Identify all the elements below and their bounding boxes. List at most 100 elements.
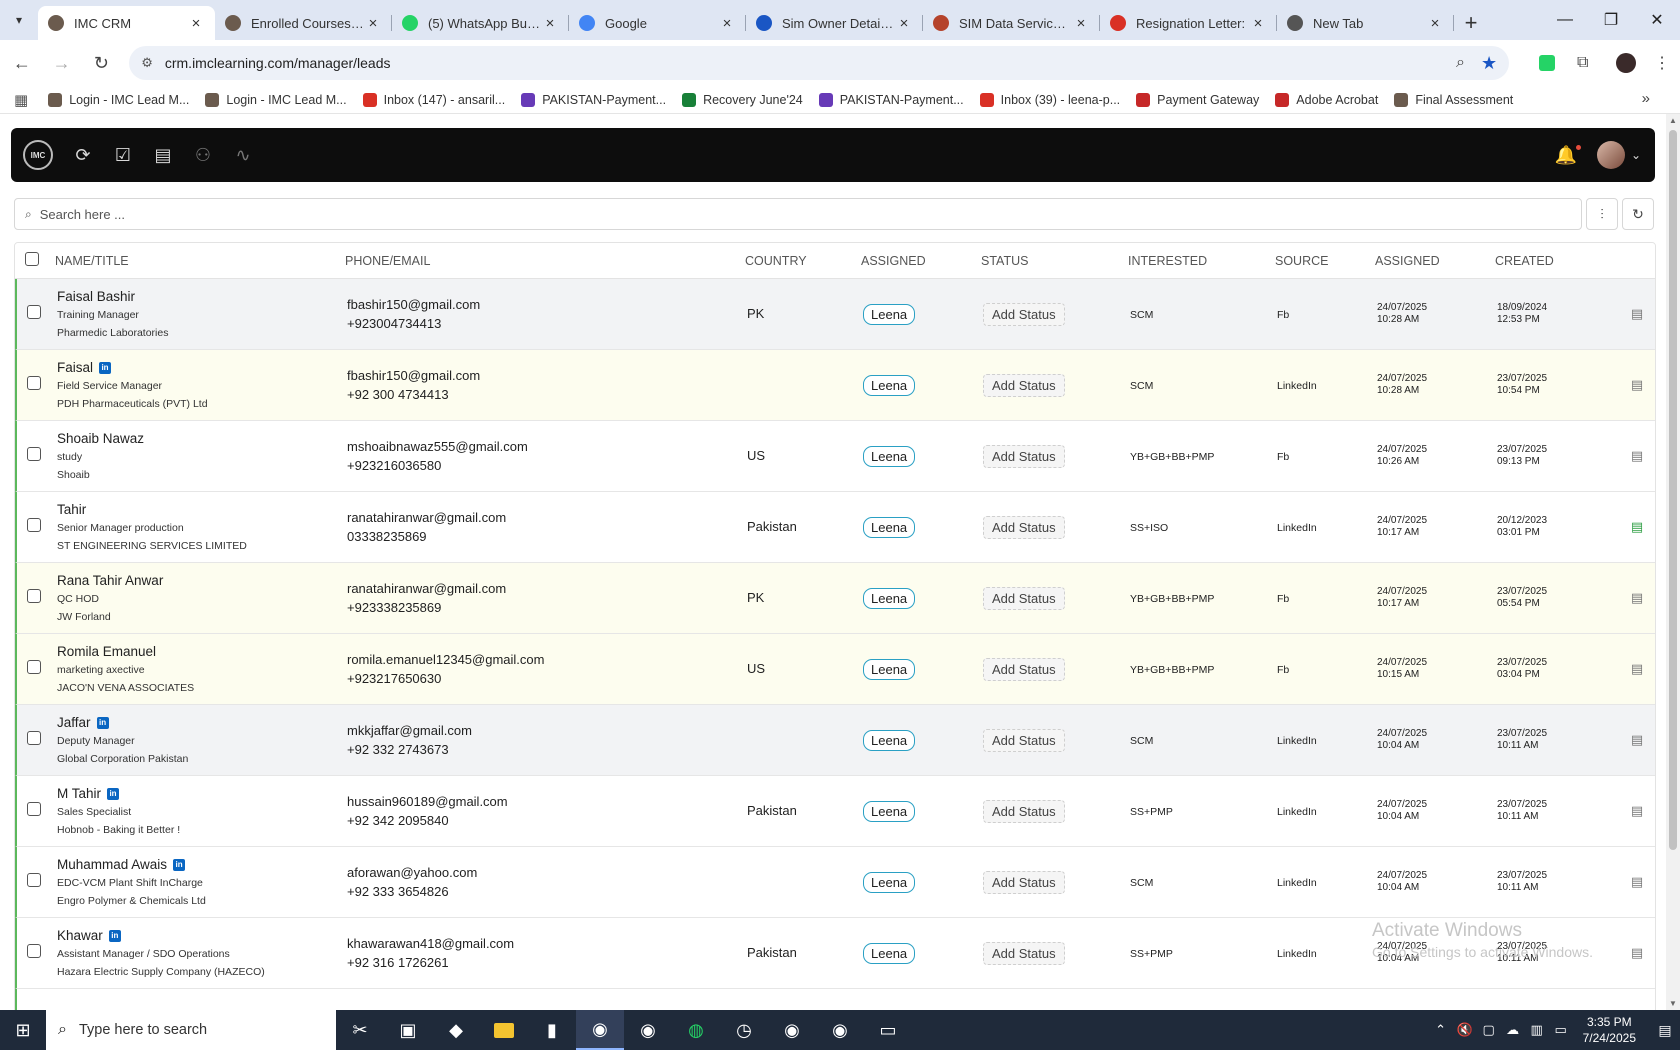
document-icon[interactable]: ▤ xyxy=(1630,803,1644,818)
add-status-button[interactable]: Add Status xyxy=(983,941,1065,965)
lead-name[interactable]: M Tahir xyxy=(57,786,102,801)
add-status-button[interactable]: Add Status xyxy=(983,728,1065,752)
browser-menu-icon[interactable]: ⋮ xyxy=(1654,55,1671,72)
table-row[interactable]: Faisal Bashir Training Manager Pharmedic L… xyxy=(15,279,1655,350)
battery-icon[interactable]: ▭ xyxy=(1554,1022,1567,1037)
row-checkbox[interactable] xyxy=(27,730,41,745)
browser-tab[interactable]: IMC CRM × xyxy=(38,6,215,40)
more-bookmarks-icon[interactable]: » xyxy=(1641,90,1650,107)
lead-name[interactable]: Tahir xyxy=(57,502,87,517)
table-row[interactable]: Muhammad Awais in EDC-VCM Plant Shift InCh… xyxy=(15,847,1655,918)
volume-icon[interactable]: 🔇 xyxy=(1456,1022,1473,1037)
bookmark-item[interactable]: PAKISTAN-Payment... xyxy=(521,92,666,107)
sync-icon[interactable]: ⟳ xyxy=(75,144,91,165)
assignee-badge[interactable]: Leena xyxy=(863,303,916,325)
document-icon[interactable]: ▤ xyxy=(1630,377,1644,392)
clippy-icon[interactable]: ✂ xyxy=(352,1019,368,1040)
col-created[interactable]: CREATED xyxy=(1495,253,1554,268)
apps-grid-icon[interactable]: ▦ xyxy=(14,91,29,109)
close-tab-icon[interactable]: × xyxy=(368,14,378,32)
col-name[interactable]: NAME/TITLE xyxy=(55,253,129,268)
close-tab-icon[interactable]: × xyxy=(899,14,909,32)
chrome-icon[interactable]: ◉ xyxy=(784,1019,800,1040)
taskbar-clock[interactable]: 3:35 PM 7/24/2025 xyxy=(1583,1014,1636,1046)
close-tab-icon[interactable]: × xyxy=(191,14,201,32)
add-status-button[interactable]: Add Status xyxy=(983,302,1065,326)
lead-name[interactable]: Faisal Bashir xyxy=(57,289,136,304)
row-checkbox[interactable] xyxy=(27,659,41,674)
close-tab-icon[interactable]: × xyxy=(1253,14,1263,32)
col-source[interactable]: SOURCE xyxy=(1275,253,1329,268)
scrollbar-thumb[interactable] xyxy=(1669,130,1677,850)
lead-name[interactable]: Muhammad Awais xyxy=(57,857,168,872)
filter-button[interactable]: ⫶ xyxy=(1586,198,1618,230)
browser-tab[interactable]: SIM Data Services | × xyxy=(923,6,1100,40)
url-text[interactable]: crm.imclearning.com/manager/leads xyxy=(164,55,391,71)
assignee-badge[interactable]: Leena xyxy=(863,729,916,751)
refresh-button[interactable]: ↻ xyxy=(1622,198,1654,230)
user-icon[interactable]: ⚇ xyxy=(194,144,212,165)
table-row[interactable]: Khawar in Assistant Manager / SDO Operatio… xyxy=(15,918,1655,989)
col-assigned[interactable]: ASSIGNED xyxy=(861,253,926,268)
document-icon[interactable]: ▤ xyxy=(1630,874,1644,889)
file-explorer-icon[interactable] xyxy=(480,1010,528,1050)
forward-button[interactable]: → xyxy=(44,45,80,81)
table-row[interactable]: Faisal in Field Service Manager PDH Pharmac… xyxy=(15,350,1655,421)
row-checkbox[interactable] xyxy=(27,375,41,390)
lead-name[interactable]: Shoaib Nawaz xyxy=(57,431,145,446)
add-status-button[interactable]: Add Status xyxy=(983,586,1065,610)
activity-icon[interactable]: ∿ xyxy=(235,144,251,165)
assignee-badge[interactable]: Leena xyxy=(863,871,916,893)
zoom-icon[interactable]: ⌕ xyxy=(1455,54,1465,71)
document-icon[interactable]: ▤ xyxy=(1630,306,1644,321)
bookmark-item[interactable]: Recovery June'24 xyxy=(682,92,803,107)
whatsapp-icon[interactable]: ◍ xyxy=(688,1019,704,1040)
bookmark-item[interactable]: Payment Gateway xyxy=(1136,92,1259,107)
add-status-button[interactable]: Add Status xyxy=(983,870,1065,894)
close-tab-icon[interactable]: × xyxy=(545,14,555,32)
close-tab-icon[interactable]: × xyxy=(1430,14,1440,32)
table-row[interactable]: Shoaib Nawaz study Shoaib mshoaibnawaz555@g… xyxy=(15,421,1655,492)
lead-name[interactable]: Romila Emanuel xyxy=(57,644,157,659)
assignee-badge[interactable]: Leena xyxy=(863,942,916,964)
col-status[interactable]: STATUS xyxy=(981,253,1029,268)
taskbar-search[interactable]: ⌕ Type here to search xyxy=(46,1010,336,1050)
search-input[interactable] xyxy=(39,206,1571,222)
browser-tab[interactable]: Resignation Letter: × xyxy=(1100,6,1277,40)
profile-avatar-icon[interactable] xyxy=(1609,45,1645,81)
add-status-button[interactable]: Add Status xyxy=(983,515,1065,539)
add-status-button[interactable]: Add Status xyxy=(983,657,1065,681)
whatsapp-extension-icon[interactable] xyxy=(1529,45,1565,81)
chrome-profile-icon[interactable]: ◉ xyxy=(640,1019,656,1040)
new-tab-button[interactable]: + xyxy=(1454,6,1488,40)
notification-center-icon[interactable]: ▤ xyxy=(1658,1021,1672,1038)
scroll-up-icon[interactable]: ▲ xyxy=(1669,116,1677,125)
close-window-button[interactable]: ✕ xyxy=(1650,12,1664,29)
meet-icon[interactable]: ▢ xyxy=(1482,1022,1495,1037)
document-icon[interactable]: ▤ xyxy=(1630,732,1644,747)
document-icon[interactable]: ▤ xyxy=(1630,519,1644,534)
table-row[interactable]: Tahir Senior Manager production ST ENGINEE… xyxy=(15,492,1655,563)
document-icon[interactable]: ▤ xyxy=(1630,448,1644,463)
chevron-down-icon[interactable]: ⌄ xyxy=(1630,148,1641,162)
imc-logo[interactable]: IMC xyxy=(23,140,53,170)
bookmark-item[interactable]: Final Assessment xyxy=(1394,92,1513,107)
chrome-icon[interactable]: ◉ xyxy=(832,1019,848,1040)
windows-start-icon[interactable]: ⊞ xyxy=(15,1019,31,1040)
close-tab-icon[interactable]: × xyxy=(722,14,732,32)
assignee-badge[interactable]: Leena xyxy=(863,516,916,538)
bookmark-item[interactable]: Inbox (147) - ansaril... xyxy=(362,92,505,107)
row-checkbox[interactable] xyxy=(27,304,41,319)
browser-tab[interactable]: Sim Owner Details - × xyxy=(746,6,923,40)
table-row[interactable]: Rana Tahir Anwar QC HOD JW Forland ranatahi… xyxy=(15,563,1655,634)
page-scrollbar[interactable]: ▲ ▼ xyxy=(1666,114,1680,1010)
bookmark-item[interactable]: Login - IMC Lead M... xyxy=(48,92,189,107)
browser-tab[interactable]: Enrolled Courses | IM × xyxy=(215,6,392,40)
back-button[interactable]: ← xyxy=(4,45,40,81)
browser-tab[interactable]: Google × xyxy=(569,6,746,40)
assignee-badge[interactable]: Leena xyxy=(863,445,916,467)
row-checkbox[interactable] xyxy=(27,872,41,887)
row-checkbox[interactable] xyxy=(27,943,41,958)
bookmark-item[interactable]: PAKISTAN-Payment... xyxy=(818,92,964,107)
assignee-badge[interactable]: Leena xyxy=(863,658,916,680)
